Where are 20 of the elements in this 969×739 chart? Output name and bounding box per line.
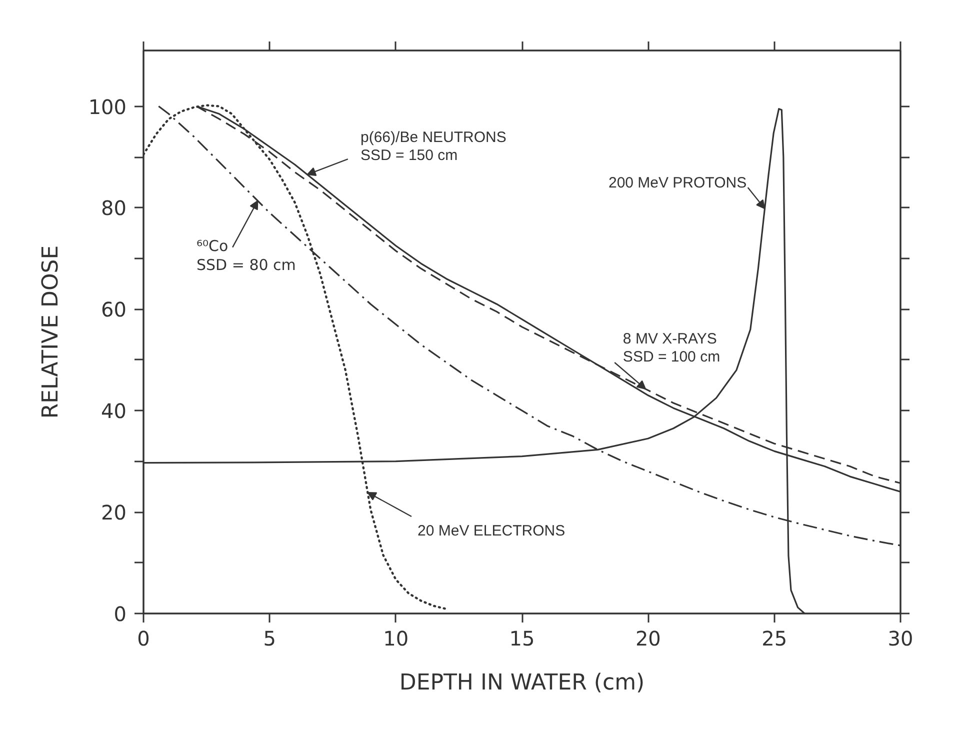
x-tick-label: 25 (762, 626, 788, 650)
y-tick-label: 100 (88, 94, 127, 119)
x-tick-label: 30 (888, 626, 914, 650)
x-tick-label: 10 (383, 626, 409, 650)
series-label: 8 MV X-RAYS SSD = 100 cm (622, 330, 720, 366)
y-axis-title: RELATIVE DOSE (38, 245, 64, 419)
x-tick-label: 15 (509, 626, 535, 650)
y-tick-label: 0 (114, 602, 127, 626)
y-tick-label: 40 (101, 399, 127, 424)
series-label: ⁶⁰Co SSD = 80 cm (196, 237, 296, 274)
x-tick-label: 5 (263, 626, 276, 650)
y-tick-label: 60 (101, 298, 127, 322)
text: p(66)/Be NEUTRONS SSD = 150 cm (360, 129, 506, 164)
x-tick-label: 20 (635, 626, 661, 650)
x-axis-title: DEPTH IN WATER (cm) (399, 670, 645, 696)
x-tick-label: 0 (137, 626, 150, 650)
y-tick-label: 20 (101, 500, 127, 525)
text: 20 MeV ELECTRONS (418, 522, 566, 540)
series-label: 200 MeV PROTONS (608, 174, 747, 192)
y-tick-label: 80 (101, 196, 127, 220)
